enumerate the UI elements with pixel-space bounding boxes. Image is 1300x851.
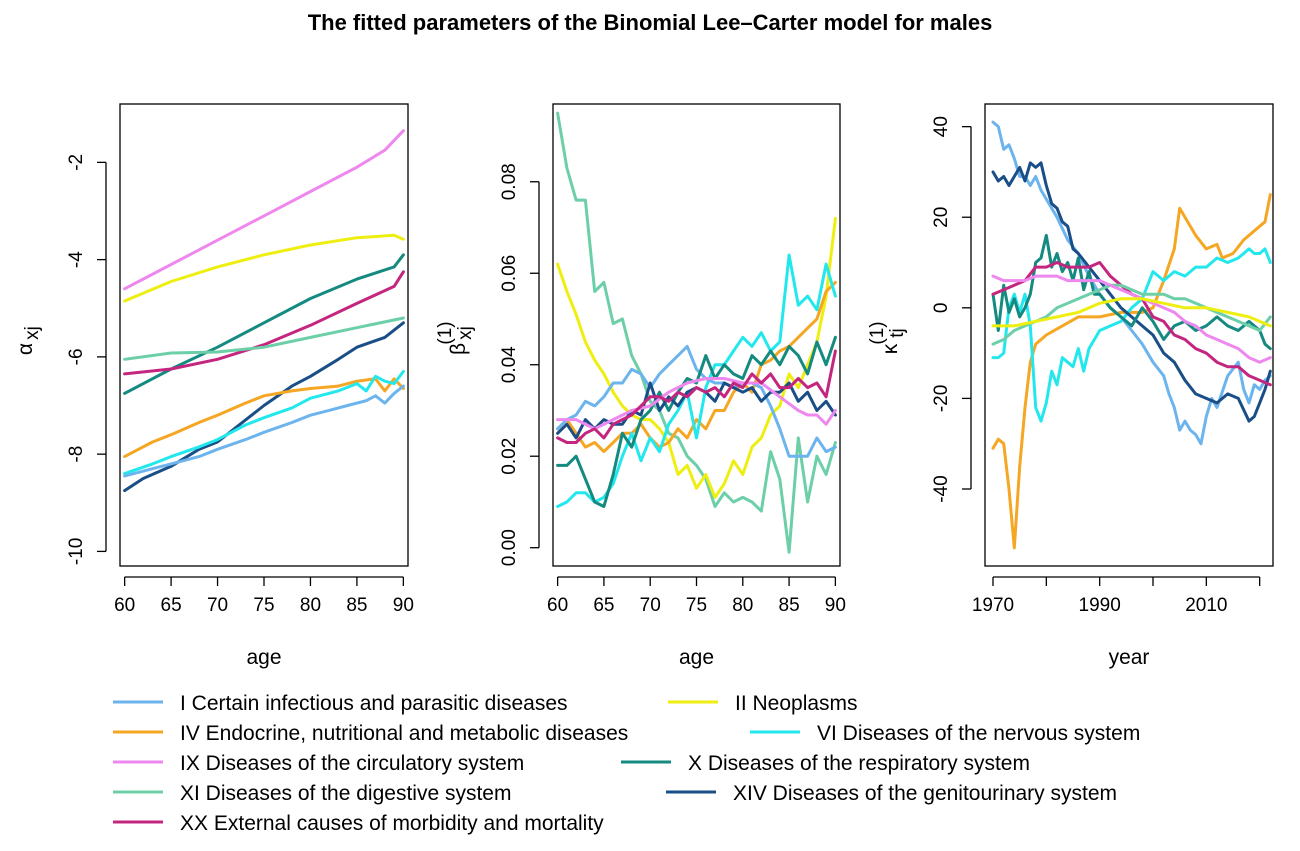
plot-frame: [119, 103, 409, 567]
series-line-XI: [123, 316, 405, 361]
y-axis-label-superscript: (1): [435, 321, 456, 344]
series-group: [556, 111, 837, 554]
y-tick-label: 0: [931, 303, 952, 314]
x-tick-label: 1990: [1079, 595, 1121, 616]
y-tick-label: -8: [66, 446, 87, 463]
y-tick-label: 0.02: [499, 438, 520, 475]
series-line-VI: [556, 253, 837, 508]
series-line-XI: [556, 111, 837, 554]
series-line-I: [556, 344, 837, 458]
y-tick-label: 0.06: [499, 255, 520, 292]
x-tick-label: 90: [825, 595, 846, 616]
legend-item-IV: IV Endocrine, nutritional and metabolic …: [113, 722, 628, 745]
y-tick-label: -20: [931, 385, 952, 412]
legend-label: II Neoplasms: [735, 692, 858, 715]
y-axis-label-symbol: α: [14, 343, 37, 355]
x-tick-label: 85: [779, 595, 800, 616]
y-tick-label: 40: [931, 116, 952, 137]
plot-frame: [984, 103, 1274, 567]
legend-item-II: II Neoplasms: [668, 692, 858, 715]
x-tick-label: 65: [161, 595, 182, 616]
series-line-IX: [123, 129, 405, 291]
y-tick-label: -6: [66, 348, 87, 365]
y-tick-label: 20: [931, 207, 952, 228]
legend-item-XIV: XIV Diseases of the genitourinary system: [666, 782, 1117, 805]
x-tick-label: 60: [114, 595, 135, 616]
series-line-VI: [991, 247, 1272, 423]
panel-1: 60 65 70 75 80 85 90 age -10 -8 -6 -4 -2 α xj: [14, 103, 414, 669]
series-line-XX: [123, 270, 405, 376]
legend-label: IX Diseases of the circulatory system: [180, 752, 524, 775]
legend-label: VI Diseases of the nervous system: [817, 722, 1140, 745]
x-tick-label: 70: [207, 595, 228, 616]
y-axis-label: β xj(1): [435, 321, 476, 355]
series-line-I: [991, 120, 1272, 446]
y-axis-label-superscript: (1): [867, 321, 888, 344]
legend-item-VI: VI Diseases of the nervous system: [750, 722, 1140, 745]
series-line-XIV: [123, 321, 405, 493]
y-tick-label: 0.00: [499, 529, 520, 566]
series-line-X: [991, 233, 1272, 351]
panel-2: 60 65 70 75 80 85 90 age 0.00 0.02 0.04 0.06 0.08 β xj…: [435, 103, 846, 669]
series-line-I: [123, 384, 405, 478]
y-tick-label: 0.04: [499, 346, 520, 383]
x-axis-label: year: [1109, 646, 1150, 669]
series-line-II: [556, 216, 837, 499]
series-line-IX: [556, 377, 837, 431]
legend-label: XI Diseases of the digestive system: [180, 782, 511, 805]
y-tick-label: -40: [931, 475, 952, 502]
y-axis-label-subscript: tj: [887, 328, 908, 338]
series-line-IX: [991, 274, 1272, 364]
x-axis-label: age: [679, 646, 714, 669]
series-line-IV: [123, 377, 405, 459]
y-tick-label: -4: [66, 251, 87, 268]
series-line-XX: [556, 349, 837, 444]
legend-item-I: I Certain infectious and parasitic disea…: [113, 692, 568, 715]
panels: 60 65 70 75 80 85 90 age -10 -8 -6 -4 -2 α xj 60 65 70 75 8…: [14, 103, 1274, 669]
series-line-II: [123, 233, 405, 303]
legend-item-XI: XI Diseases of the digestive system: [113, 782, 511, 805]
legend-label: I Certain infectious and parasitic disea…: [180, 692, 568, 715]
series-line-VI: [123, 370, 405, 476]
y-axis-label-subscript: xj: [22, 326, 43, 340]
series-line-X: [123, 253, 405, 395]
series-group: [991, 120, 1272, 550]
series-line-IV: [991, 193, 1272, 550]
x-tick-label: 75: [253, 595, 274, 616]
x-tick-label: 60: [547, 595, 568, 616]
legend-item-XX: XX External causes of morbidity and mort…: [113, 812, 604, 835]
plot-frame: [552, 103, 841, 567]
y-axis-label: κ tj(1): [867, 321, 908, 354]
x-tick-label: 75: [686, 595, 707, 616]
legend-item-IX: IX Diseases of the circulatory system: [113, 752, 524, 775]
legend-item-X: X Diseases of the respiratory system: [621, 752, 1030, 775]
y-axis-label: α xj: [14, 326, 43, 355]
legend-label: IV Endocrine, nutritional and metabolic …: [180, 722, 628, 745]
y-axis-label-symbol: β: [447, 343, 470, 355]
legend: I Certain infectious and parasitic disea…: [113, 692, 1140, 835]
y-tick-label: -10: [66, 538, 87, 565]
legend-label: X Diseases of the respiratory system: [688, 752, 1030, 775]
x-tick-label: 85: [346, 595, 367, 616]
legend-label: XIV Diseases of the genitourinary system: [733, 782, 1117, 805]
series-line-II: [991, 297, 1272, 328]
series-line-X: [556, 335, 837, 508]
y-axis-label-subscript: xj: [455, 326, 476, 340]
figure-title: The fitted parameters of the Binomial Le…: [308, 10, 993, 35]
y-axis-label-symbol: κ: [879, 343, 902, 354]
x-tick-label: 1970: [972, 595, 1014, 616]
x-axis-label: age: [246, 646, 281, 669]
x-tick-label: 65: [593, 595, 614, 616]
y-tick-label: -2: [66, 154, 87, 171]
series-group: [123, 129, 405, 493]
x-tick-label: 80: [732, 595, 753, 616]
x-tick-label: 80: [300, 595, 321, 616]
x-tick-label: 90: [393, 595, 414, 616]
x-tick-label: 2010: [1185, 595, 1227, 616]
x-tick-label: 70: [640, 595, 661, 616]
y-tick-label: 0.08: [499, 163, 520, 200]
panel-3: 1970 1990 2010 year -40 -20 0 20 40 κ tj(1): [867, 103, 1274, 669]
legend-label: XX External causes of morbidity and mort…: [180, 812, 604, 835]
